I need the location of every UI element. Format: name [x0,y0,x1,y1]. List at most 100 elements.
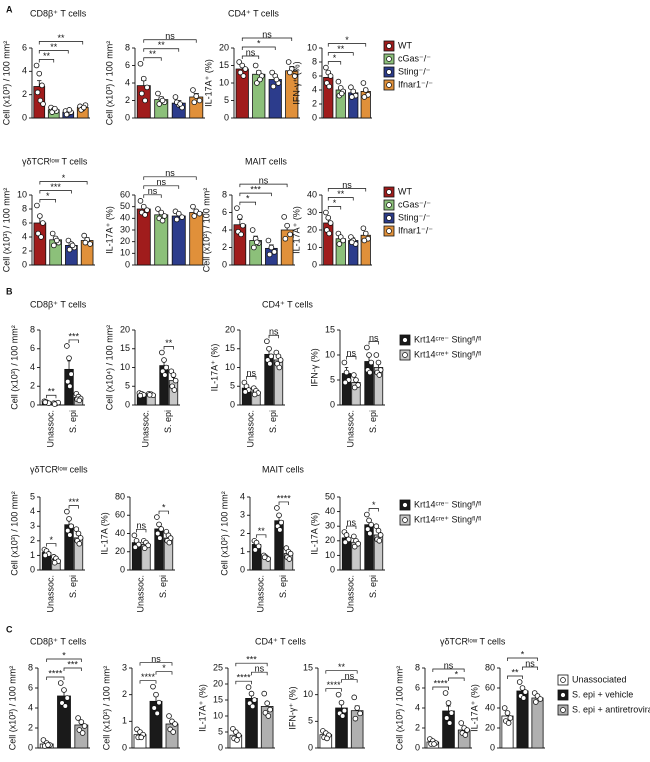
legend-label: Sting⁻/⁻ [398,212,431,222]
y-axis-label: IL-17A⁺ (%) [104,206,114,254]
significance-label: ns [255,664,265,674]
data-point [87,241,93,247]
significance-bracket [256,534,267,538]
y-axis-label: Cell (x10²) / 100 mm² [219,491,229,576]
data-point [42,399,49,405]
significance-label: **** [434,678,449,688]
y-tick-label: 0 [230,399,235,409]
data-point [446,720,453,726]
significance-label: * [49,535,53,545]
y-tick-label: 8 [312,56,317,66]
data-point [267,706,273,713]
y-tick-label: 0 [330,399,335,409]
data-point [505,720,512,726]
significance-label: ns [342,180,352,190]
y-tick-label: 4 [415,702,420,712]
significance-label: ** [57,33,65,43]
data-point [173,216,180,223]
significance-bracket [278,501,289,505]
y-tick-label: 0 [218,742,223,752]
significance-bracket [38,59,55,63]
data-point [268,353,274,360]
data-point [170,729,177,735]
data-point [68,523,74,529]
significance-bracket [46,543,57,547]
y-tick-label: 10 [225,362,235,372]
x-tick-label: S. epi [278,575,288,598]
data-point [340,237,346,244]
legend-label: Krt14ᶜʳᵉ⁺ Stingᶠˡ/ᶠˡ [414,514,481,524]
x-tick-label: S. epi [68,575,78,598]
y-tick-label: 15 [303,662,313,672]
data-point [137,60,144,67]
significance-bracket [38,50,69,54]
y-tick-label: 10 [219,77,229,87]
data-point [335,691,342,698]
legend-label: S. epi + vehicle [572,689,633,699]
significance-label: * [246,194,250,204]
data-point [240,73,247,79]
data-point [179,214,185,220]
data-point [335,78,342,85]
significance-label: ** [50,42,58,52]
data-point [264,700,270,706]
significance-label: *** [250,185,261,195]
data-point [81,104,87,111]
y-tick-label: 3 [30,521,35,531]
data-point [257,76,263,83]
data-point [364,511,370,518]
y-tick-label: 60 [485,682,495,692]
y-tick-label: 50 [325,491,335,501]
significance-label: ** [338,662,346,672]
data-point [249,227,256,233]
data-point [377,532,384,538]
data-point [343,369,350,376]
data-point [69,242,76,249]
significance-label: **** [327,680,342,690]
data-point [151,705,158,711]
significance-label: ns [345,671,355,681]
chart-title: MAIT cells [245,156,287,166]
significance-label: ** [149,49,157,59]
data-point [51,242,57,249]
data-point [52,105,58,112]
legend-marker [560,707,566,713]
data-point [76,397,83,404]
data-point [234,205,240,211]
data-point [75,715,81,721]
data-point [240,222,246,229]
y-tick-label: 4 [240,491,245,501]
data-point [66,516,72,522]
significance-label: * [372,500,376,510]
data-point [274,505,280,511]
data-point [357,710,363,717]
data-point [142,212,148,218]
y-tick-label: 1 [30,550,35,560]
data-point [249,703,256,710]
legend-label: Ifnar1⁻/⁻ [398,79,433,89]
data-point [132,544,139,550]
y-tick-label: 2 [122,689,127,699]
data-point [520,695,527,701]
data-point [287,69,293,76]
significance-bracket [327,61,342,65]
chart-title: CD4⁺ T cells [228,8,279,18]
significance-label: ** [48,387,56,397]
significance-label: **** [141,672,156,682]
x-tick-label: S. epi [68,410,78,433]
data-point [67,532,73,538]
y-tick-label: 4 [312,84,317,94]
data-point [445,700,452,706]
significance-bracket [143,194,162,198]
data-point [251,697,258,703]
significance-label: ns [246,47,256,57]
bar [136,208,151,266]
y-tick-label: 20 [213,678,223,688]
legend-marker [402,517,408,523]
y-tick-label: 8 [415,662,420,672]
chart-title: MAIT cells [262,464,304,474]
data-point [237,214,243,220]
data-point [64,527,71,534]
data-point [350,88,357,95]
data-point [364,526,371,532]
